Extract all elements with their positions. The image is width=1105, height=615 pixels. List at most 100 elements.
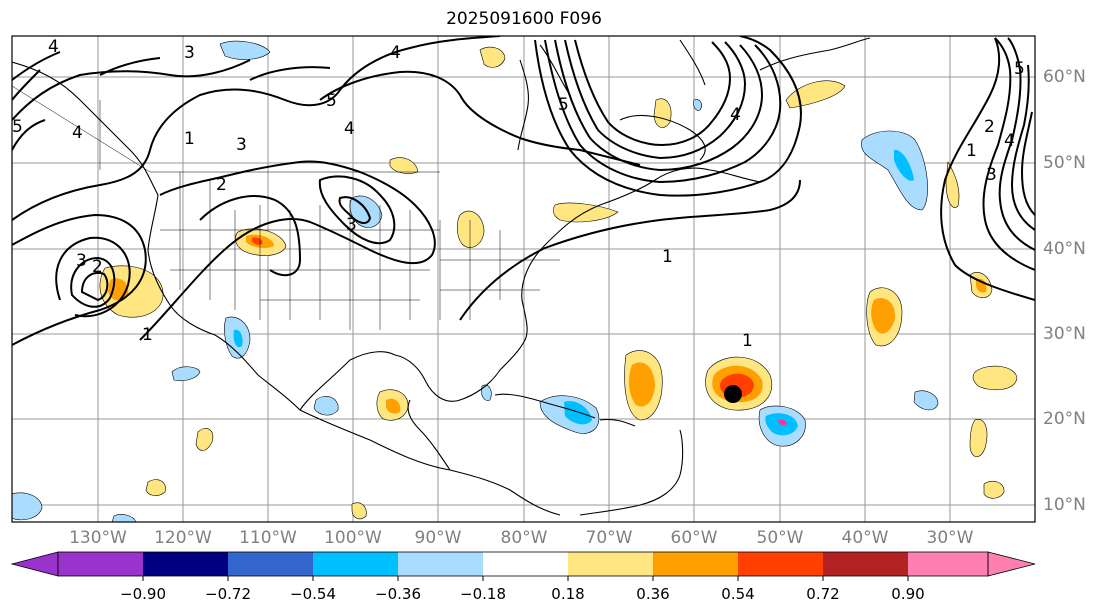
pos-region <box>456 210 485 248</box>
colorbar-bin <box>653 552 738 576</box>
neg-core <box>894 149 914 181</box>
lon-label: 40°W <box>841 528 889 548</box>
contour-label: 4 <box>730 105 741 125</box>
contour-label: 5 <box>558 95 569 115</box>
contour-label: 5 <box>1014 59 1025 79</box>
colorbar-bin <box>58 552 143 576</box>
contour-label-group: 3 4 4 5 4 1 3 2 3 1 3 2 4 5 1 5 4 1 1 2 … <box>12 37 1025 351</box>
neg-region <box>481 384 492 401</box>
pos-core <box>871 298 896 334</box>
neg-region <box>111 514 137 522</box>
contour-label: 3 <box>76 251 87 271</box>
contour-label: 1 <box>966 141 977 161</box>
contour-label: 2 <box>92 257 103 277</box>
pos-region <box>351 502 367 520</box>
contour-label: 4 <box>390 43 401 63</box>
colorbar-tick-label: 0.72 <box>806 585 840 603</box>
contour-label: 4 <box>72 123 83 143</box>
contour-lines <box>12 36 1035 346</box>
contour-label: 1 <box>742 331 753 351</box>
lon-label: 30°W <box>926 528 974 548</box>
colorbar-over <box>987 551 1036 577</box>
colorbar-tick-label: 0.18 <box>551 585 585 603</box>
colorbar-tick-label: 0.54 <box>721 585 755 603</box>
contour-label: 1 <box>142 325 153 345</box>
pos-region <box>969 419 988 457</box>
colorbar-bin <box>228 552 313 576</box>
contour-label: 4 <box>1004 131 1015 151</box>
colorbar-tick-label: −0.72 <box>205 585 251 603</box>
lat-label: 30°N <box>1043 324 1086 344</box>
lat-label: 40°N <box>1043 239 1086 259</box>
contour-label: 4 <box>48 37 59 57</box>
contour-label: 3 <box>346 215 357 235</box>
anomaly-shading <box>12 40 1018 522</box>
colorbar-frame <box>57 551 989 577</box>
contour-label: 1 <box>184 129 195 149</box>
neg-core <box>233 329 243 348</box>
colorbar-tick-label: 0.36 <box>636 585 670 603</box>
contour-label: 4 <box>344 119 355 139</box>
pos-region <box>479 46 506 68</box>
weather-map: 3 4 4 5 4 1 3 2 3 1 3 2 4 5 1 5 4 1 1 2 … <box>11 35 1036 523</box>
colorbar-bin <box>398 552 483 576</box>
lon-label: 120°W <box>154 528 212 548</box>
colorbar-bin <box>738 552 823 576</box>
pos-core <box>628 362 655 407</box>
pos-core <box>386 398 401 414</box>
lon-label: 100°W <box>324 528 382 548</box>
pos-region <box>389 157 419 174</box>
colorbar-tick-label: −0.54 <box>290 585 336 603</box>
neg-region <box>313 396 339 416</box>
neg-region <box>861 130 928 211</box>
neg-region <box>219 40 271 60</box>
colorbar-bin <box>908 552 988 576</box>
contour-label: 5 <box>326 91 337 111</box>
colorbar-tick-label: −0.36 <box>375 585 421 603</box>
lat-label: 10°N <box>1043 495 1086 515</box>
lat-label: 20°N <box>1043 409 1086 429</box>
colorbar-bin <box>823 552 908 576</box>
neg-peak <box>778 419 787 426</box>
pos-region <box>653 98 672 128</box>
neg-region <box>171 366 201 382</box>
lon-label: 60°W <box>670 528 718 548</box>
lat-label: 60°N <box>1043 67 1086 87</box>
colorbar-bin <box>313 552 398 576</box>
neg-region <box>913 390 939 411</box>
lat-label: 50°N <box>1043 153 1086 173</box>
map-title: 2025091600 F096 <box>446 9 602 29</box>
lon-label: 110°W <box>239 528 297 548</box>
colorbar-tick-label: 0.90 <box>891 585 925 603</box>
colorbar-tick-label: −0.90 <box>120 585 166 603</box>
map-frame <box>11 35 1036 523</box>
pos-region <box>945 161 960 208</box>
lon-label: 80°W <box>500 528 548 548</box>
neg-core <box>564 401 592 425</box>
colorbar <box>10 551 1036 581</box>
contour-label: 3 <box>236 135 247 155</box>
pos-region <box>195 428 214 451</box>
lon-label: 70°W <box>585 528 633 548</box>
contour-label: 3 <box>184 43 195 63</box>
colorbar-bin <box>143 552 228 576</box>
pos-region <box>145 479 166 496</box>
contour-label: 2 <box>216 175 227 195</box>
pos-region <box>972 365 1018 391</box>
lon-label: 130°W <box>69 528 127 548</box>
contour-label: 1 <box>662 247 673 267</box>
contour-label: 3 <box>986 165 997 185</box>
coastlines <box>12 37 871 516</box>
storm-center-marker <box>724 385 742 403</box>
colorbar-tick-label: −0.18 <box>460 585 506 603</box>
contour-label: 2 <box>984 117 995 137</box>
pos-region <box>983 480 1005 499</box>
contour-label: 5 <box>12 117 23 137</box>
colorbar-bin <box>483 552 568 576</box>
neg-region <box>12 492 43 521</box>
neg-region <box>693 99 702 111</box>
lon-label: 50°W <box>756 528 804 548</box>
colorbar-bin <box>568 552 653 576</box>
colorbar-under <box>10 551 59 577</box>
lon-label: 90°W <box>414 528 462 548</box>
